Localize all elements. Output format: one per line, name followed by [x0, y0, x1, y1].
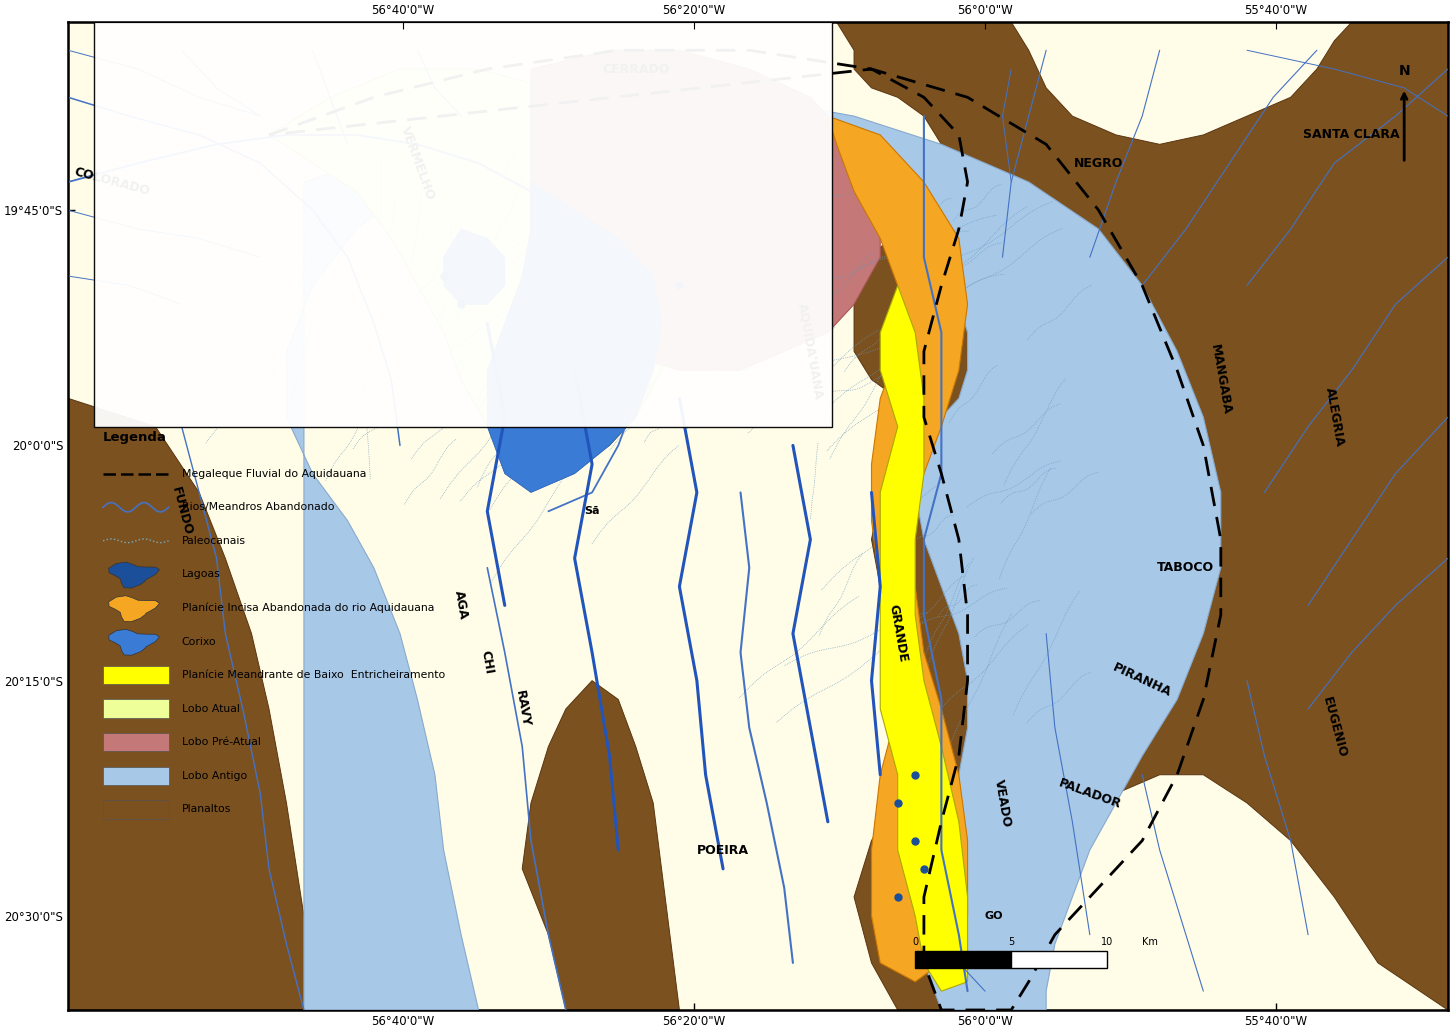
Text: CHI: CHI — [479, 649, 495, 675]
Text: Lobo Pré-Atual: Lobo Pré-Atual — [182, 737, 260, 747]
Text: AGA: AGA — [452, 589, 470, 621]
Polygon shape — [836, 22, 1448, 1010]
Text: Planície Incisa Abandonada do rio Aquidauana: Planície Incisa Abandonada do rio Aquida… — [182, 603, 434, 613]
Text: VEADO: VEADO — [992, 778, 1013, 828]
Text: FUNDO: FUNDO — [168, 486, 195, 537]
Text: MANGABA: MANGABA — [1208, 344, 1233, 416]
Bar — [103, 800, 168, 818]
Text: PALADOR: PALADOR — [1057, 776, 1122, 811]
Text: Megaleque Fluvial do Aquidauana: Megaleque Fluvial do Aquidauana — [182, 469, 366, 479]
Text: AQUIDA'UANA: AQUIDA'UANA — [796, 302, 825, 400]
Text: PIRANHA: PIRANHA — [1111, 662, 1173, 700]
Bar — [1011, 950, 1108, 968]
Text: Sã: Sã — [584, 507, 600, 516]
Polygon shape — [444, 229, 505, 304]
Text: Legenda: Legenda — [103, 431, 167, 445]
Text: Corixo: Corixo — [182, 637, 216, 646]
Bar — [103, 700, 168, 718]
Text: Planície Meandrante de Baixo  Entricheiramento: Planície Meandrante de Baixo Entricheira… — [182, 670, 444, 680]
Text: ALEGRIA: ALEGRIA — [1323, 386, 1346, 448]
Text: SANTA CLARA: SANTA CLARA — [1304, 128, 1400, 141]
Text: 10: 10 — [1101, 937, 1114, 947]
Polygon shape — [828, 117, 967, 981]
Text: RAVY: RAVY — [513, 689, 531, 729]
Polygon shape — [68, 398, 330, 1010]
Bar — [103, 767, 168, 785]
Text: Planaltos: Planaltos — [182, 804, 231, 814]
Polygon shape — [523, 681, 680, 1010]
Text: 5: 5 — [1008, 937, 1015, 947]
Polygon shape — [109, 630, 160, 655]
Text: N: N — [1398, 64, 1410, 78]
Text: GO: GO — [984, 911, 1003, 921]
Text: VERMELHO: VERMELHO — [398, 125, 437, 202]
Polygon shape — [269, 69, 680, 474]
Text: CERRADO: CERRADO — [603, 63, 669, 75]
Bar — [94, 0, 832, 426]
Polygon shape — [286, 97, 1221, 1010]
Text: POEIRA: POEIRA — [697, 843, 749, 857]
Text: Rios/Meandros Abandonado: Rios/Meandros Abandonado — [182, 503, 334, 512]
Bar — [103, 733, 168, 751]
Text: GRANDE: GRANDE — [886, 604, 909, 664]
Text: TABOCO: TABOCO — [1157, 561, 1214, 574]
Polygon shape — [488, 182, 662, 492]
Text: EUGENIO: EUGENIO — [1320, 696, 1349, 760]
Polygon shape — [880, 286, 967, 991]
Text: Lobo Antigo: Lobo Antigo — [182, 771, 247, 781]
Bar — [103, 666, 168, 684]
Polygon shape — [109, 595, 160, 621]
Text: COLORADO: COLORADO — [73, 165, 151, 198]
Bar — [915, 950, 1011, 968]
Text: Km: Km — [1143, 937, 1159, 947]
Polygon shape — [109, 562, 160, 588]
Text: Lagoas: Lagoas — [182, 570, 221, 579]
Text: Lobo Atual: Lobo Atual — [182, 704, 240, 714]
Text: Paleocanais: Paleocanais — [182, 536, 245, 546]
Text: NEGRO: NEGRO — [1074, 157, 1124, 169]
Text: 0: 0 — [912, 937, 918, 947]
Polygon shape — [531, 51, 880, 370]
